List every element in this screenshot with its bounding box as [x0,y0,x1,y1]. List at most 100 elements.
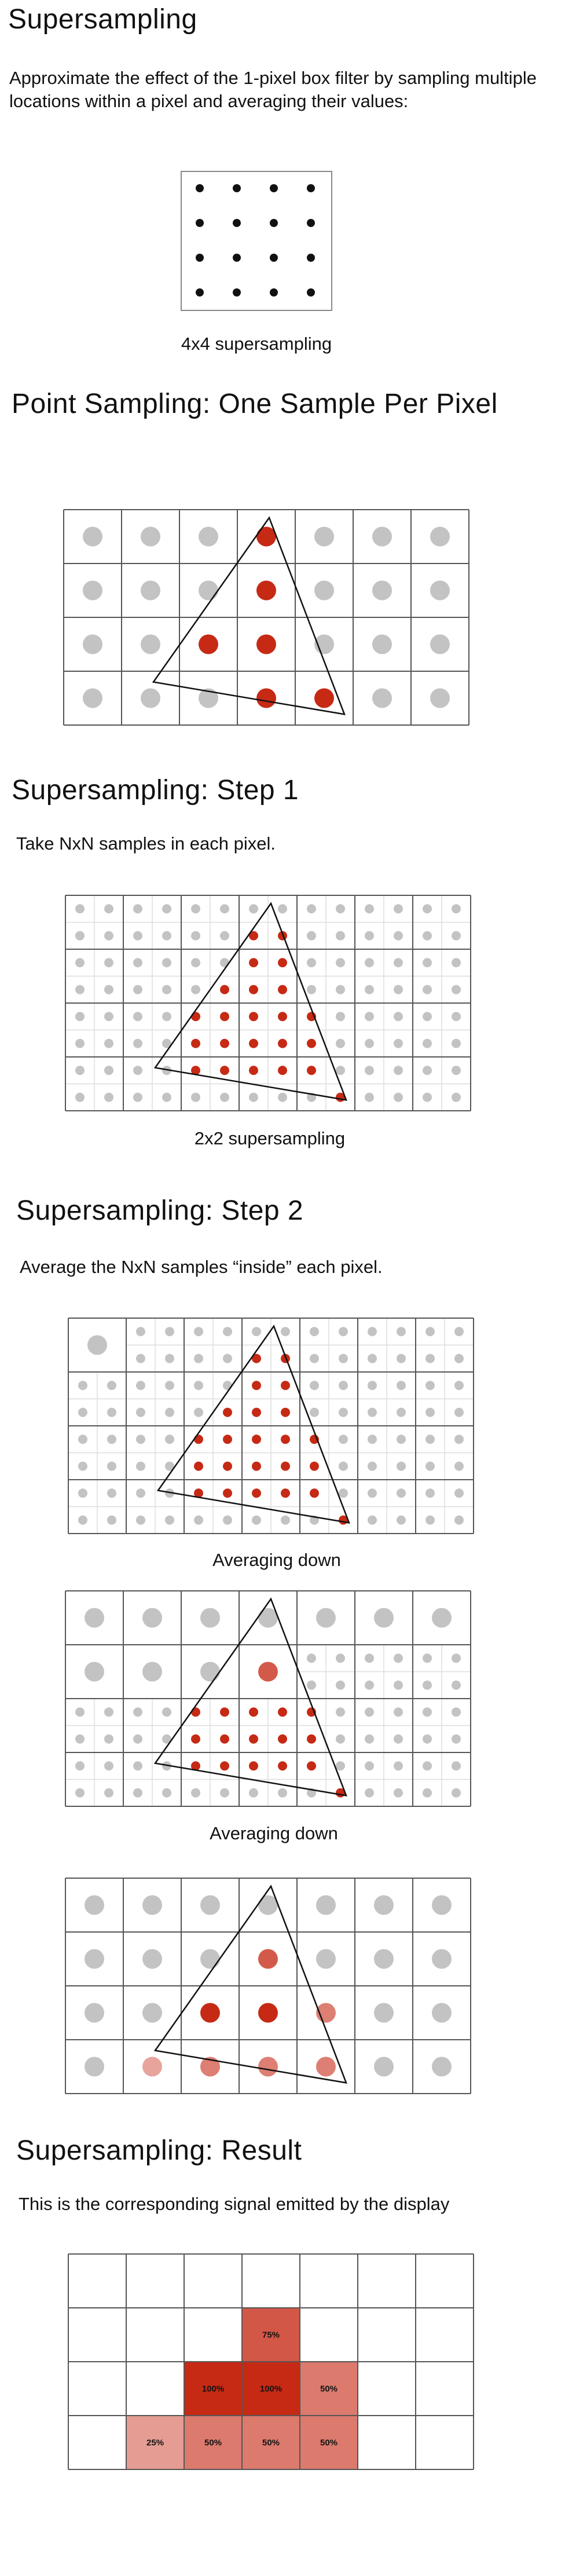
subpixel-sample-dot [249,931,258,941]
subpixel-sample-dot [452,904,461,914]
pixel-sample-dot [85,2003,104,2023]
subpixel-sample-dot [336,1734,345,1744]
subpixel-sample-dot [307,985,316,994]
pixel-sample-dot [199,688,218,708]
subpixel-sample-dot [281,1435,290,1444]
subpixel-sample-dot [281,1327,290,1337]
subpixel-sample-dot [425,1515,435,1525]
subpixel-sample-dot [165,1327,174,1337]
coverage-label: 50% [320,2438,337,2448]
subpixel-sample-dot [307,1761,316,1771]
subpixel-sample-dot [368,1461,377,1471]
subpixel-sample-dot [425,1407,435,1417]
subpixel-sample-dot [454,1488,464,1498]
subpixel-sample-dot [162,1038,171,1048]
subpixel-sample-dot [75,985,85,994]
subpixel-sample-dot [394,1092,403,1102]
subpixel-sample-dot [104,931,113,941]
subpixel-sample-dot [394,904,403,914]
pixel-sample-dot [316,1949,336,1969]
subpixel-sample-dot [365,904,374,914]
subpixel-sample-dot [133,1734,142,1744]
sample-point [307,254,315,262]
subpixel-sample-dot [252,1381,261,1391]
subpixel-sample-dot [75,958,85,968]
subpixel-sample-dot [425,1381,435,1391]
subpixel-sample-dot [423,1788,432,1798]
subpixel-sample-dot [252,1407,261,1417]
subpixel-sample-dot [220,904,229,914]
subpixel-sample-dot [162,958,171,968]
subpixel-sample-dot [452,1012,461,1022]
subpixel-sample-dot [425,1327,435,1337]
subpixel-sample-dot [133,931,142,941]
subpixel-sample-dot [194,1488,203,1498]
pixel-sample-dot [430,634,450,654]
subpixel-sample-dot [339,1327,348,1337]
subpixel-sample-dot [454,1327,464,1337]
subpixel-sample-dot [136,1327,145,1337]
pixel-sample-dot [256,688,276,708]
subpixel-sample-dot [452,1680,461,1690]
subpixel-sample-dot [165,1435,174,1444]
subpixel-sample-dot [75,1038,85,1048]
result-pixel [184,2362,242,2416]
subpixel-sample-dot [368,1327,377,1337]
subpixel-sample-dot [220,931,229,941]
sample-point [270,254,278,262]
pixel-sample-dot [83,634,102,654]
subpixel-sample-dot [423,1012,432,1022]
subpixel-sample-dot [423,904,432,914]
subpixel-sample-dot [162,1066,171,1075]
subpixel-sample-dot [452,1038,461,1048]
pixel-sample-dot [85,1608,104,1628]
pixel-sample-dot [374,2003,394,2023]
pixel-sample-dot [430,580,450,601]
subpixel-sample-dot [104,1734,113,1744]
pixel-sample-dot [374,1608,394,1628]
subpixel-sample-dot [425,1488,435,1498]
subpixel-sample-dot [107,1435,116,1444]
subpixel-sample-dot [365,1761,374,1771]
subpixel-sample-dot [368,1515,377,1525]
subpixel-sample-dot [220,985,229,994]
pixel-sample-dot [141,688,160,708]
result-pixel [242,2362,300,2416]
subpixel-sample-dot [107,1381,116,1391]
subpixel-sample-dot [104,1707,113,1717]
samples [85,1895,452,2077]
triangle-outline [153,902,347,1101]
subpixel-sample-dot [249,904,258,914]
step1-caption: 2x2 supersampling [194,1128,346,1148]
pixel-sample-dot [83,526,102,547]
subpixel-sample-dot [191,1707,200,1717]
pixel-sample-dot [87,1335,107,1355]
pixel-sample-dot [256,526,276,547]
subpixel-sample-dot [223,1515,232,1525]
subpixel-sample-dot [368,1435,377,1444]
intro-text: Approximate the effect of the 1-pixel bo… [9,68,537,111]
pixel-sample-dot [200,2057,220,2077]
pixel-sample-dot [199,526,218,547]
subpixel-sample-dot [104,1038,113,1048]
subpixel-sample-dot [252,1327,261,1337]
subpixel-sample-dot [165,1461,174,1471]
averaging-figure-1 [68,1318,474,1534]
subpixel-sample-dot [278,1761,287,1771]
pixel-sample-dot [256,580,276,601]
subpixel-sample-dot [397,1435,406,1444]
pixel-sample-dot [372,688,392,708]
samples [75,1608,461,1798]
pixel-sample-dot [374,1895,394,1915]
subpixel-sample-dot [310,1381,319,1391]
pixel-grid [68,1318,474,1534]
subpixel-sample-dot [397,1353,406,1363]
subpixel-sample-dot [423,1680,432,1690]
subpixel-sample-dot [165,1407,174,1417]
subpixel-sample-dot [310,1407,319,1417]
subpixel-sample-dot [281,1381,290,1391]
subpixel-sample-dot [365,1653,374,1663]
subpixel-sample-dot [394,931,403,941]
subpixel-sample-dot [310,1327,319,1337]
subpixel-sample-dot [339,1488,348,1498]
